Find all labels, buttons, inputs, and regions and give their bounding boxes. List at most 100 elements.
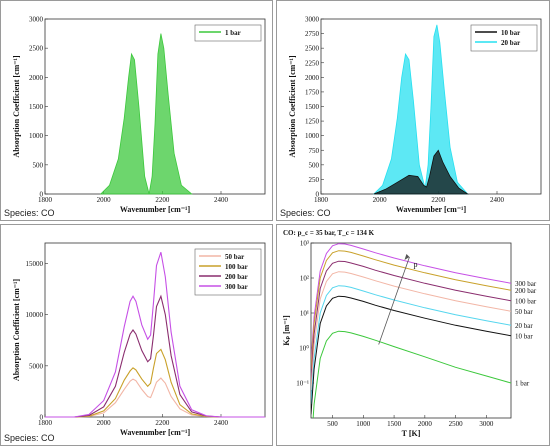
series-end-label: 50 bar xyxy=(515,308,533,316)
chart-2-svg: 1800 2000 2200 2400 0 250 500 750 1000 1250 1500 17… xyxy=(288,16,542,214)
chart-4-svg: CO: p_c = 35 bar, T_c = 134 K 500 1000 1500… xyxy=(282,229,537,438)
x-axis-label: Wavenumber [cm⁻¹] xyxy=(120,428,191,437)
series-line xyxy=(311,250,511,370)
x-tick-label: 1800 xyxy=(38,419,53,427)
y-axis-label: Absorption Coefficient [cm⁻¹] xyxy=(12,279,21,381)
y-tick-label: 0 xyxy=(40,191,44,199)
series-line xyxy=(311,285,511,405)
y-tick-label: 0 xyxy=(316,191,320,199)
pressure-arrow-head xyxy=(404,254,410,260)
x-tick-label: 2200 xyxy=(431,196,446,204)
series-line xyxy=(45,377,265,418)
series-end-label: 10 bar xyxy=(515,332,533,340)
x-tick-label: 1500 xyxy=(387,420,402,428)
series-line xyxy=(311,295,511,415)
chart-3-svg: 1800 2000 2200 2400 0 5000 10000 15000 Wavenumbe… xyxy=(12,242,266,437)
series-area xyxy=(372,24,469,195)
x-axis-label: T [K] xyxy=(402,429,421,438)
plot-frame xyxy=(310,242,512,419)
y-tick-label: 0 xyxy=(40,414,44,422)
legend-box xyxy=(470,24,538,52)
y-tick-label: 1500 xyxy=(305,103,320,111)
chart-title: CO: p_c = 35 bar, T_c = 134 K xyxy=(283,229,375,237)
y-tick-label: 750 xyxy=(309,147,320,155)
chart-panel-3: 1800 2000 2200 2400 0 5000 10000 15000 Wavenumbe… xyxy=(0,224,273,446)
x-tick-label: 2400 xyxy=(214,419,229,427)
y-tick-label: 10⁻¹ xyxy=(296,380,309,388)
pressure-arrow-line xyxy=(378,256,410,345)
legend-label: 50 bar xyxy=(225,253,244,261)
series-line xyxy=(45,348,265,418)
y-tick-label: 250 xyxy=(309,176,320,184)
y-tick-label: 1250 xyxy=(305,118,320,126)
series-end-label: 1 bar xyxy=(515,380,530,388)
x-tick-label: 500 xyxy=(327,420,338,428)
y-tick-label: 2000 xyxy=(305,74,320,82)
x-tick-label: 2000 xyxy=(97,196,112,204)
y-tick-label: 500 xyxy=(309,161,320,169)
series-end-label: 100 bar xyxy=(515,297,537,305)
series-line xyxy=(45,294,265,418)
y-axis-label: Kₚ [m⁻¹] xyxy=(282,315,291,346)
pressure-arrow-label: p xyxy=(413,260,417,269)
legend-box xyxy=(194,24,262,42)
plot-frame xyxy=(44,242,266,418)
x-tick-label: 2000 xyxy=(97,419,112,427)
y-tick-label: 3000 xyxy=(29,16,44,24)
series-end-label: 20 bar xyxy=(515,322,533,330)
y-axis-label: Absorption Coefficient [cm⁻¹] xyxy=(12,55,21,157)
y-tick-label: 10³ xyxy=(300,240,309,248)
y-tick-label: 2250 xyxy=(305,59,320,67)
series-area xyxy=(373,149,470,195)
y-tick-label: 2750 xyxy=(305,30,320,38)
species-label: Species: CO xyxy=(4,433,55,443)
species-label: Species: CO xyxy=(4,208,55,218)
species-label: Species: CO xyxy=(280,208,331,218)
chart-1-svg: 1800 2000 2200 2400 0 500 1000 1500 2000 2500 3000… xyxy=(12,16,266,214)
chart-panel-4: CO: p_c = 35 bar, T_c = 134 K 500 1000 1500… xyxy=(276,224,550,446)
x-axis-label: Wavenumber [cm⁻¹] xyxy=(396,205,467,214)
legend-label: 1 bar xyxy=(225,29,241,37)
y-tick-label: 5000 xyxy=(29,362,44,370)
series-end-label: 300 bar xyxy=(515,280,537,288)
series-line xyxy=(311,243,511,363)
x-tick-label: 3000 xyxy=(479,420,494,428)
chart-panel-1: 1800 2000 2200 2400 0 500 1000 1500 2000 2500 3000… xyxy=(0,0,273,221)
legend-label: 20 bar xyxy=(501,39,520,47)
x-tick-label: 2000 xyxy=(373,196,388,204)
y-tick-label: 1500 xyxy=(29,103,44,111)
y-tick-label: 2000 xyxy=(29,74,44,82)
x-tick-label: 1000 xyxy=(356,420,371,428)
y-tick-label: 10¹ xyxy=(300,310,309,318)
y-tick-label: 15000 xyxy=(26,260,44,268)
y-tick-label: 10² xyxy=(300,275,309,283)
legend-label: 100 bar xyxy=(225,263,248,271)
x-axis-label: Wavenumber [cm⁻¹] xyxy=(120,205,191,214)
legend-label: 10 bar xyxy=(501,29,520,37)
chart-panel-2: 1800 2000 2200 2400 0 250 500 750 1000 1250 1500 17… xyxy=(276,0,550,221)
y-tick-label: 1000 xyxy=(305,132,320,140)
y-tick-label: 1750 xyxy=(305,88,320,96)
legend-label: 200 bar xyxy=(225,273,248,281)
x-tick-label: 2200 xyxy=(155,419,170,427)
x-tick-label: 2200 xyxy=(155,196,170,204)
series-line xyxy=(45,252,265,418)
y-tick-label: 10000 xyxy=(26,311,44,319)
y-tick-label: 500 xyxy=(33,161,44,169)
legend-label: 300 bar xyxy=(225,283,248,291)
series-line xyxy=(312,330,511,418)
series-area xyxy=(99,33,193,195)
y-tick-label: 1000 xyxy=(29,132,44,140)
y-axis-label: Absorption Coefficient [cm⁻¹] xyxy=(288,55,297,157)
x-tick-label: 2400 xyxy=(214,196,229,204)
series-end-label: 200 bar xyxy=(515,287,537,295)
y-tick-label: 2500 xyxy=(29,45,44,53)
y-tick-label: 2500 xyxy=(305,45,320,53)
y-tick-label: 10⁰ xyxy=(299,345,309,353)
series-line xyxy=(311,260,511,380)
x-tick-label: 1800 xyxy=(38,196,53,204)
x-tick-label: 2400 xyxy=(490,196,505,204)
x-tick-label: 2000 xyxy=(418,420,433,428)
y-tick-label: 3000 xyxy=(305,16,320,24)
x-tick-label: 2500 xyxy=(449,420,464,428)
